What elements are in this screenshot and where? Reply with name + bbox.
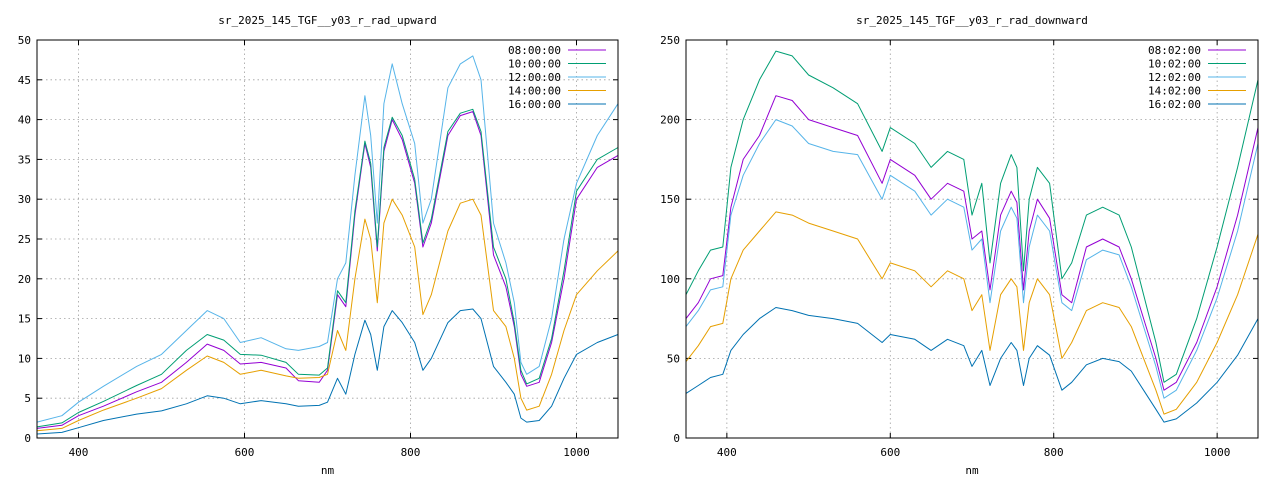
- plot-frame: [36, 39, 619, 439]
- legend-label: 14:02:00: [1148, 85, 1201, 98]
- x-axis-label: nm: [321, 464, 335, 477]
- y-tick-label: 40: [18, 114, 31, 127]
- x-tick-label: 600: [235, 446, 255, 459]
- y-tick-label: 150: [660, 193, 680, 206]
- x-tick-label: 800: [1044, 446, 1064, 459]
- plot-frame: [685, 39, 1259, 439]
- legend-label: 12:02:00: [1148, 71, 1201, 84]
- legend-label: 08:00:00: [508, 44, 561, 57]
- series-line-16:00:00: [36, 308, 619, 435]
- legend-label: 08:02:00: [1148, 44, 1201, 57]
- series-line-08:00:00: [36, 111, 619, 429]
- chart-panel-2: sr_2025_145_TGF__y03_r_rad_downward 0 50 10…: [660, 14, 1259, 477]
- x-tick-label: 600: [880, 446, 900, 459]
- y-tick-label: 20: [18, 273, 31, 286]
- y-tick-label: 250: [660, 34, 680, 47]
- y-tick-label: 35: [18, 153, 31, 166]
- series-line-10:00:00: [36, 108, 619, 428]
- series-line-10:02:00: [685, 50, 1259, 383]
- legend-label: 12:00:00: [508, 71, 561, 84]
- y-tick-label: 30: [18, 193, 31, 206]
- series-line-14:00:00: [36, 198, 619, 432]
- x-tick-label: 400: [717, 446, 737, 459]
- legend-label: 16:00:00: [508, 98, 561, 111]
- series-line-12:00:00: [36, 55, 619, 423]
- y-tick-label: 0: [673, 432, 680, 445]
- y-tick-label: 45: [18, 74, 31, 87]
- legend-label: 10:02:00: [1148, 58, 1201, 71]
- y-tick-label: 10: [18, 352, 31, 365]
- x-tick-label: 1000: [1204, 446, 1231, 459]
- x-axis-label: nm: [965, 464, 979, 477]
- legend-label: 14:00:00: [508, 85, 561, 98]
- chart-title: sr_2025_145_TGF__y03_r_rad_downward: [856, 14, 1088, 27]
- y-tick-label: 100: [660, 273, 680, 286]
- x-tick-label: 400: [69, 446, 89, 459]
- y-tick-label: 25: [18, 233, 31, 246]
- series-line-12:02:00: [685, 119, 1259, 399]
- y-tick-label: 50: [18, 34, 31, 47]
- series-line-16:02:00: [685, 307, 1259, 423]
- legend-label: 10:00:00: [508, 58, 561, 71]
- y-tick-label: 15: [18, 313, 31, 326]
- legend-label: 16:02:00: [1148, 98, 1201, 111]
- y-tick-label: 5: [24, 392, 31, 405]
- y-tick-label: 50: [667, 352, 680, 365]
- y-tick-label: 200: [660, 114, 680, 127]
- series-line-08:02:00: [685, 95, 1259, 391]
- x-tick-label: 800: [401, 446, 421, 459]
- series-line-14:02:00: [685, 211, 1259, 415]
- x-tick-label: 1000: [563, 446, 590, 459]
- chart-panel-1: sr_2025_145_TGF__y03_r_rad_upward 0 5 10 15 2…: [18, 14, 619, 477]
- chart-title: sr_2025_145_TGF__y03_r_rad_upward: [218, 14, 437, 27]
- y-tick-label: 0: [24, 432, 31, 445]
